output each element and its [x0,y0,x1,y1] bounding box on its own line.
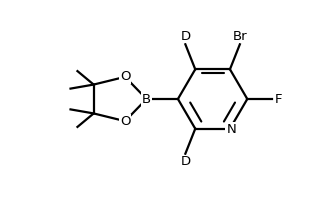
Text: O: O [120,70,130,83]
Text: Br: Br [233,30,247,43]
Text: O: O [120,115,130,128]
Text: D: D [180,155,191,168]
Text: F: F [275,92,282,106]
Text: B: B [142,92,151,106]
Text: D: D [180,30,191,43]
Text: N: N [227,123,237,136]
